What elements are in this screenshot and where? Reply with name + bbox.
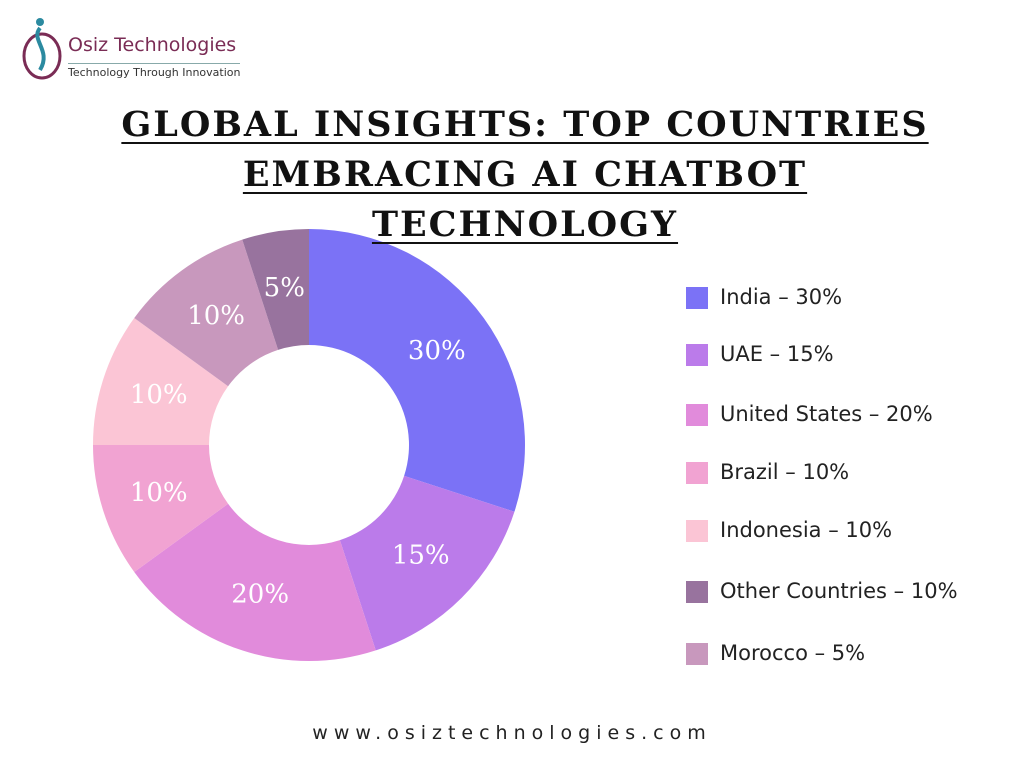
legend-swatch bbox=[686, 287, 708, 309]
value-label: 20% bbox=[231, 579, 289, 609]
legend-label: UAE – 15% bbox=[720, 342, 834, 366]
legend-label: Brazil – 10% bbox=[720, 460, 849, 484]
value-label: 5% bbox=[264, 273, 305, 303]
value-label: 10% bbox=[130, 478, 188, 508]
legend-swatch bbox=[686, 462, 708, 484]
slice bbox=[93, 445, 229, 572]
legend-label: United States – 20% bbox=[720, 402, 933, 426]
value-label: 10% bbox=[130, 380, 188, 410]
chart-title: GLOBAL INSIGHTS: TOP COUNTRIES EMBRACING… bbox=[121, 104, 929, 245]
slice bbox=[93, 318, 229, 445]
tagline: Technology Through Innovation bbox=[68, 63, 241, 79]
value-label: 15% bbox=[392, 541, 450, 571]
legend-label: Morocco – 5% bbox=[720, 641, 865, 665]
legend-swatch bbox=[686, 520, 708, 542]
legend-swatch bbox=[686, 344, 708, 366]
legend-swatch bbox=[686, 404, 708, 426]
footer-url: www.osiztechnologies.com bbox=[312, 722, 712, 744]
legend-swatch bbox=[686, 643, 708, 665]
legend-label: India – 30% bbox=[720, 285, 842, 309]
value-label: 10% bbox=[187, 301, 245, 331]
slice bbox=[134, 239, 279, 387]
value-label: 30% bbox=[408, 336, 466, 366]
slice bbox=[242, 229, 309, 350]
legend-swatch bbox=[686, 581, 708, 603]
slice bbox=[309, 229, 525, 512]
brand: Osiz Technologies bbox=[68, 34, 237, 56]
slice bbox=[339, 475, 515, 651]
legend-label: Indonesia – 10% bbox=[720, 518, 892, 542]
slice bbox=[134, 503, 376, 661]
logo bbox=[22, 18, 62, 80]
legend-label: Other Countries – 10% bbox=[720, 579, 958, 603]
